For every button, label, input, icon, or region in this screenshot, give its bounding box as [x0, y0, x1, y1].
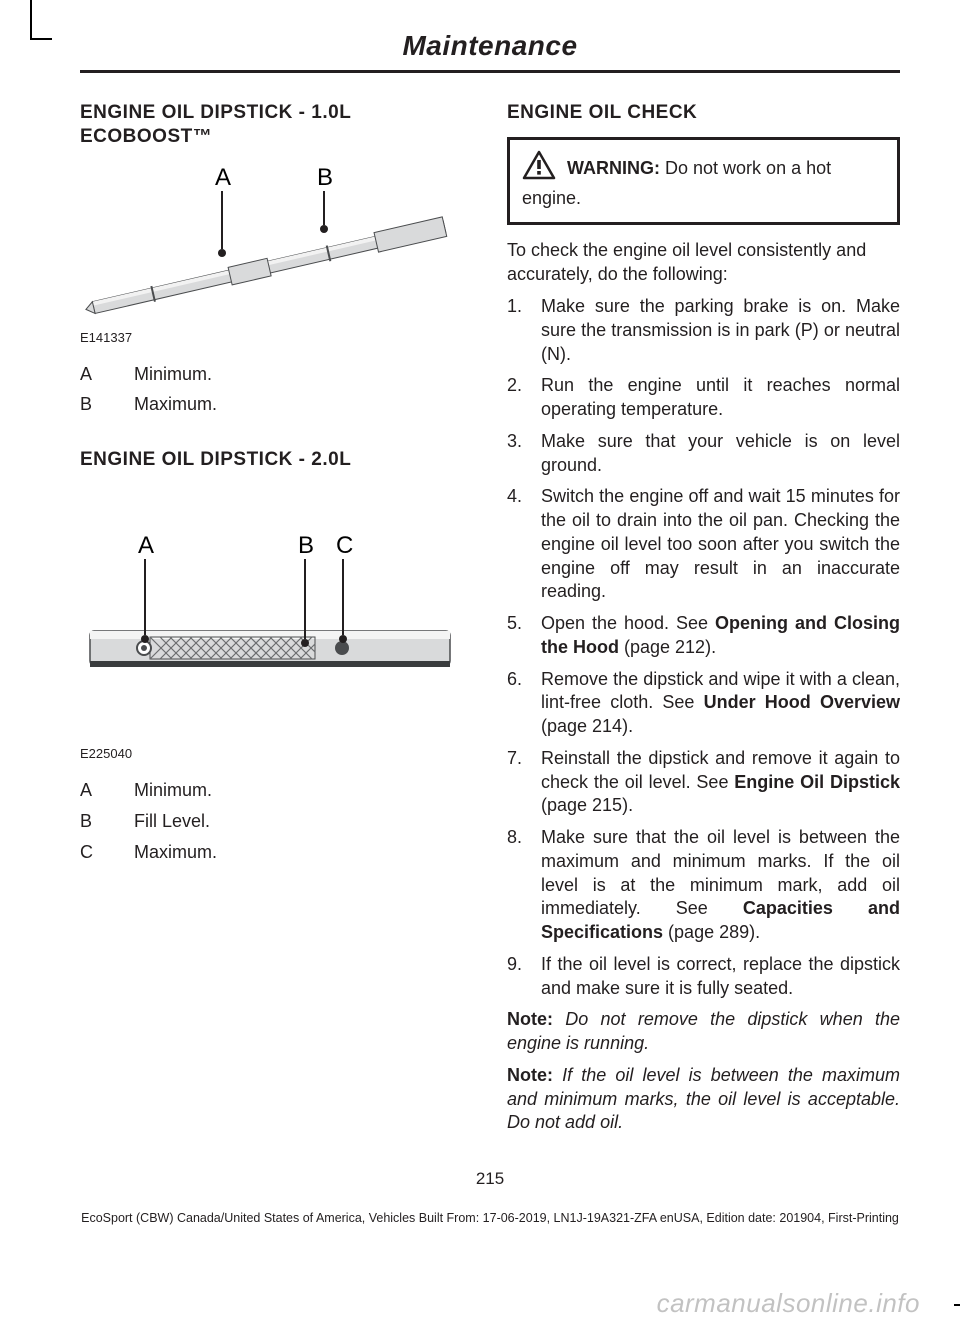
steps-list: Make sure the parking brake is on. Make …	[507, 295, 900, 1000]
legend-key: A	[80, 359, 134, 390]
figure-ref: E225040	[80, 746, 473, 761]
step-text: (page 289).	[663, 922, 760, 942]
chapter-title: Maintenance	[402, 30, 577, 61]
step-item: Remove the dipstick and wipe it with a c…	[507, 668, 900, 739]
section-title-dipstick-2L: ENGINE OIL DIPSTICK - 2.0L	[80, 448, 473, 472]
warning-icon	[522, 150, 556, 186]
step-ref: Engine Oil Dipstick	[734, 772, 900, 792]
legend-key: B	[80, 389, 134, 420]
warning-label: WARNING:	[567, 158, 660, 178]
note-1: Note: Do not remove the dipstick when th…	[507, 1008, 900, 1056]
step-ref: Under Hood Overview	[704, 692, 900, 712]
legend-1L: A Minimum. B Maximum.	[80, 359, 473, 420]
legend-row: A Minimum.	[80, 775, 473, 806]
step-text: Open the hood. See	[541, 613, 715, 633]
warning-box: WARNING: Do not work on a hot engine.	[507, 137, 900, 226]
note-text: Do not remove the dipstick when the engi…	[507, 1009, 900, 1053]
legend-row: A Minimum.	[80, 359, 473, 390]
dipstick-1L-svg: A B	[80, 161, 460, 321]
legend-row: B Maximum.	[80, 389, 473, 420]
legend-key: A	[80, 775, 134, 806]
label-C: C	[336, 532, 353, 559]
crop-mark	[954, 1304, 960, 1322]
step-text: (page 212).	[619, 637, 716, 657]
figure-ref: E141337	[80, 330, 473, 345]
step-text: (page 215).	[541, 795, 633, 815]
legend-text: Maximum.	[134, 389, 217, 420]
dipstick-2L-svg: A B C	[80, 511, 460, 721]
section-title-dipstick-1L: ENGINE OIL DIPSTICK - 1.0L ECOBOOST™	[80, 101, 473, 149]
figure-dipstick-2L: A B C E225040	[80, 511, 473, 761]
watermark: carmanualsonline.info	[657, 1288, 920, 1319]
note-2: Note: If the oil level is between the ma…	[507, 1064, 900, 1135]
footer-text: EcoSport (CBW) Canada/United States of A…	[80, 1211, 900, 1225]
note-label: Note:	[507, 1009, 553, 1029]
step-item: Switch the engine off and wait 15 minute…	[507, 485, 900, 604]
note-text: If the oil level is between the maximum …	[507, 1065, 900, 1133]
label-B: B	[298, 532, 314, 559]
legend-row: C Maximum.	[80, 837, 473, 868]
label-A: A	[138, 532, 154, 559]
step-text: Make sure the parking brake is on. Make …	[541, 296, 900, 364]
step-item: Run the engine until it reaches normal o…	[507, 374, 900, 422]
content-columns: ENGINE OIL DIPSTICK - 1.0L ECOBOOST™	[80, 101, 900, 1135]
section-title-oil-check: ENGINE OIL CHECK	[507, 101, 900, 125]
intro-text: To check the engine oil level consistent…	[507, 239, 900, 287]
step-text: Run the engine until it reaches normal o…	[541, 375, 900, 419]
step-item: If the oil level is correct, replace the…	[507, 953, 900, 1001]
legend-text: Minimum.	[134, 359, 212, 390]
step-text: (page 214).	[541, 716, 633, 736]
legend-text: Maximum.	[134, 837, 217, 868]
note-label: Note:	[507, 1065, 553, 1085]
step-item: Make sure that the oil level is between …	[507, 826, 900, 945]
legend-text: Fill Level.	[134, 806, 210, 837]
page: Maintenance ENGINE OIL DIPSTICK - 1.0L E…	[0, 0, 960, 1225]
label-A: A	[215, 164, 231, 191]
step-text: If the oil level is correct, replace the…	[541, 954, 900, 998]
legend-key: C	[80, 837, 134, 868]
step-item: Make sure that your vehicle is on level …	[507, 430, 900, 478]
left-column: ENGINE OIL DIPSTICK - 1.0L ECOBOOST™	[80, 101, 473, 1135]
legend-row: B Fill Level.	[80, 806, 473, 837]
legend-2L: A Minimum. B Fill Level. C Maximum.	[80, 775, 473, 867]
step-item: Make sure the parking brake is on. Make …	[507, 295, 900, 366]
right-column: ENGINE OIL CHECK WARNING: Do not work on…	[507, 101, 900, 1135]
legend-key: B	[80, 806, 134, 837]
step-text: Make sure that your vehicle is on level …	[541, 431, 900, 475]
chapter-header: Maintenance	[80, 30, 900, 73]
step-text: Switch the engine off and wait 15 minute…	[541, 486, 900, 601]
legend-text: Minimum.	[134, 775, 212, 806]
step-item: Open the hood. See Opening and Closing t…	[507, 612, 900, 660]
step-item: Reinstall the dipstick and remove it aga…	[507, 747, 900, 818]
page-number: 215	[80, 1169, 900, 1189]
figure-dipstick-1L: A B E141337	[80, 161, 473, 345]
label-B: B	[317, 164, 333, 191]
